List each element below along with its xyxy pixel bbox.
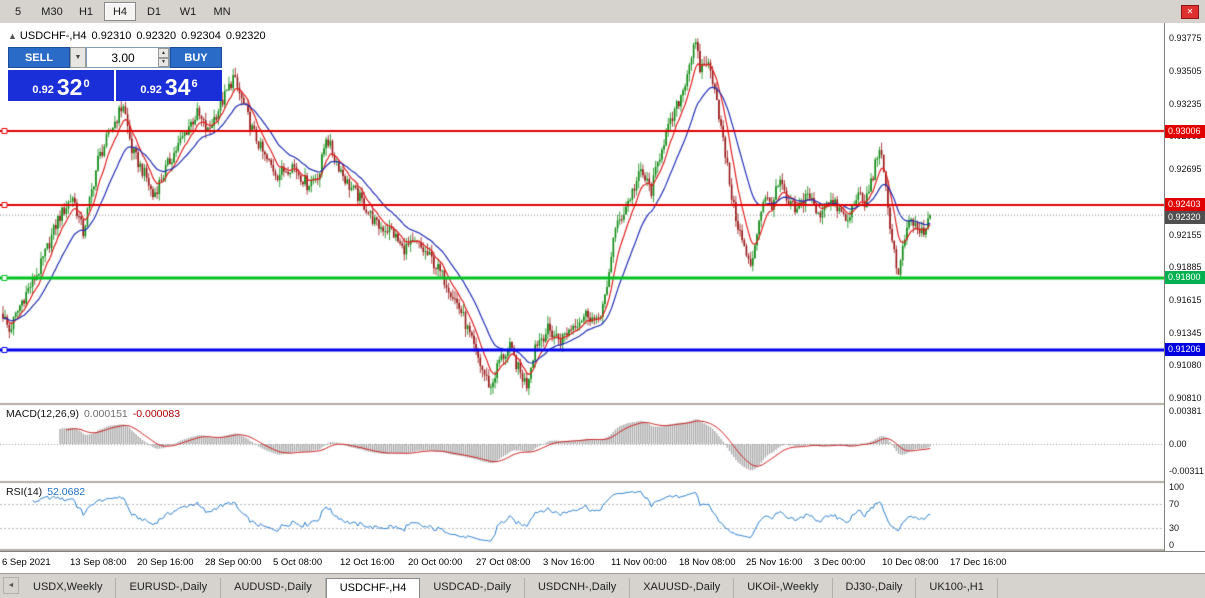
time-axis-label: 3 Nov 16:00	[543, 557, 595, 568]
buy-button[interactable]: BUY	[170, 47, 222, 68]
price-tag-0.91800: 0.91800	[1165, 271, 1205, 285]
macd-label: MACD(12,26,9) 0.000151 -0.000083	[6, 408, 180, 420]
timeframe-button-5[interactable]: 5	[14, 5, 22, 18]
volume-spinner-down-icon[interactable]: ▼	[158, 57, 169, 67]
macd-value: 0.000151	[83, 408, 128, 420]
price-axis-tick: 0.92695	[1169, 164, 1202, 175]
price-axis-tick: 0.91885	[1169, 262, 1202, 273]
sell-price-big: 32	[56, 74, 83, 100]
macd-axis-tick: 0.00381	[1169, 406, 1202, 417]
time-axis-label: 3 Dec 00:00	[814, 557, 866, 568]
tab-usdcnh-daily[interactable]: USDCNH-,Daily	[525, 578, 631, 598]
time-axis-label: 20 Oct 00:00	[408, 557, 463, 568]
volume-dropdown-button[interactable]: ▼	[70, 47, 86, 68]
price-axis-tick: 0.93235	[1169, 98, 1202, 109]
chart-tab-bar: ◄ USDX,Weekly EURUSD-,Daily AUDUSD-,Daily U…	[0, 573, 1205, 598]
time-axis-label: 13 Sep 08:00	[70, 557, 127, 568]
symbol-marker-icon: ▲	[8, 31, 17, 41]
time-axis-label: 18 Nov 08:00	[679, 557, 736, 568]
buy-price-big: 34	[164, 74, 191, 100]
tab-audusd-daily[interactable]: AUDUSD-,Daily	[221, 578, 326, 598]
timeframe-button-d1[interactable]: D1	[146, 5, 162, 18]
time-axis-label: 20 Sep 16:00	[137, 557, 194, 568]
timeframe-button-w1[interactable]: W1	[179, 5, 197, 18]
ohlc-low: 0.92304	[181, 30, 221, 42]
buy-price-prefix: 0.92	[140, 84, 162, 96]
time-axis-label: 25 Nov 16:00	[746, 557, 803, 568]
time-axis-label: 11 Nov 00:00	[611, 557, 667, 568]
rsi-axis-tick: 100	[1169, 482, 1185, 492]
macd-name: MACD(12,26,9)	[6, 408, 79, 420]
tab-dj30-daily[interactable]: DJ30-,Daily	[833, 578, 917, 598]
volume-input[interactable]	[86, 47, 170, 68]
price-axis-tick: 0.92155	[1169, 229, 1202, 240]
tab-usdchf-h4[interactable]: USDCHF-,H4	[325, 578, 421, 598]
time-axis[interactable]: 6 Sep 2021 13 Sep 08:00 20 Sep 16:00 28 Sep…	[0, 551, 1205, 573]
time-axis-label: 28 Sep 00:00	[205, 557, 262, 568]
price-tag-0.93006: 0.93006	[1165, 124, 1205, 138]
time-axis-label: 10 Dec 08:00	[882, 557, 939, 568]
buy-price-display[interactable]: 0.92 34 6	[116, 70, 222, 101]
time-axis-label: 6 Sep 2021	[2, 557, 51, 568]
buy-price-sup: 6	[191, 78, 198, 90]
price-axis-tick: 0.93505	[1169, 65, 1202, 76]
tab-usdcad-daily[interactable]: USDCAD-,Daily	[420, 578, 525, 598]
timeframe-button-m30[interactable]: M30	[41, 5, 63, 18]
sell-button[interactable]: SELL	[8, 47, 70, 68]
ohlc-header: ▲ USDCHF-,H4 0.92310 0.92320 0.92304 0.92320	[8, 30, 271, 42]
sell-price-sup: 0	[83, 78, 90, 90]
tab-uk100-h1[interactable]: UK100-,H1	[916, 578, 998, 598]
price-axis-tick: 0.93775	[1169, 33, 1202, 43]
price-tag-0.92320: 0.92320	[1165, 211, 1205, 225]
tab-usdx-weekly[interactable]: USDX,Weekly	[20, 578, 117, 598]
tab-scroll-left-icon[interactable]: ◄	[3, 577, 19, 594]
macd-signal-value: -0.000083	[132, 408, 181, 420]
rsi-name: RSI(14)	[6, 486, 43, 498]
timeframe-button-mn[interactable]: MN	[213, 5, 231, 18]
price-axis[interactable]: 0.937750.935050.932350.929650.926950.924…	[1164, 23, 1205, 551]
tab-eurusd-daily[interactable]: EURUSD-,Daily	[116, 578, 222, 598]
rsi-axis-tick: 0	[1169, 540, 1175, 550]
macd-axis-tick: 0.00	[1169, 439, 1187, 449]
time-axis-label: 17 Dec 16:00	[950, 557, 1007, 568]
ohlc-close: 0.92320	[225, 30, 266, 42]
rsi-axis-tick: 70	[1169, 499, 1180, 510]
window-close-button[interactable]: ✕	[1181, 5, 1199, 19]
rsi-axis-tick: 30	[1169, 522, 1180, 533]
timeframe-toolbar: 5 M30 H1 H4 D1 W1 MN	[0, 0, 1205, 24]
volume-spinner-up-icon[interactable]: ▲	[158, 48, 169, 58]
price-axis-tick: 0.91615	[1169, 295, 1202, 306]
volume-spinner: ▲ ▼	[158, 48, 169, 67]
price-tag-0.92403: 0.92403	[1165, 198, 1205, 212]
tab-ukoil-weekly[interactable]: UKOil-,Weekly	[734, 578, 833, 598]
price-axis-tick: 0.91345	[1169, 328, 1202, 339]
macd-axis-tick: -0.00311	[1169, 465, 1204, 476]
chart-canvas[interactable]	[0, 23, 1164, 551]
symbol-label: USDCHF-,H4	[19, 30, 87, 42]
timeframe-button-h4[interactable]: H4	[104, 2, 136, 21]
sell-price-prefix: 0.92	[32, 84, 54, 96]
tab-xauusd-daily[interactable]: XAUUSD-,Daily	[630, 578, 735, 598]
ohlc-high: 0.92320	[136, 30, 177, 42]
rsi-label: RSI(14) 52.0682	[6, 486, 85, 498]
ohlc-open: 0.92310	[91, 30, 132, 42]
price-axis-tick: 0.90810	[1169, 393, 1202, 403]
sell-price-display[interactable]: 0.92 32 0	[8, 70, 114, 101]
timeframe-button-h1[interactable]: H1	[78, 5, 94, 18]
one-click-trade-panel: SELL ▼ ▲ ▼ BUY 0.92 32 0 0.92 34 6	[8, 47, 222, 101]
time-axis-label: 12 Oct 16:00	[340, 557, 395, 568]
rsi-value: 52.0682	[47, 486, 86, 498]
time-axis-label: 5 Oct 08:00	[273, 557, 323, 568]
price-axis-tick: 0.91080	[1169, 360, 1202, 371]
price-tag-0.91206: 0.91206	[1165, 343, 1205, 357]
time-axis-label: 27 Oct 08:00	[476, 557, 531, 568]
chart-area[interactable]	[0, 23, 1164, 551]
